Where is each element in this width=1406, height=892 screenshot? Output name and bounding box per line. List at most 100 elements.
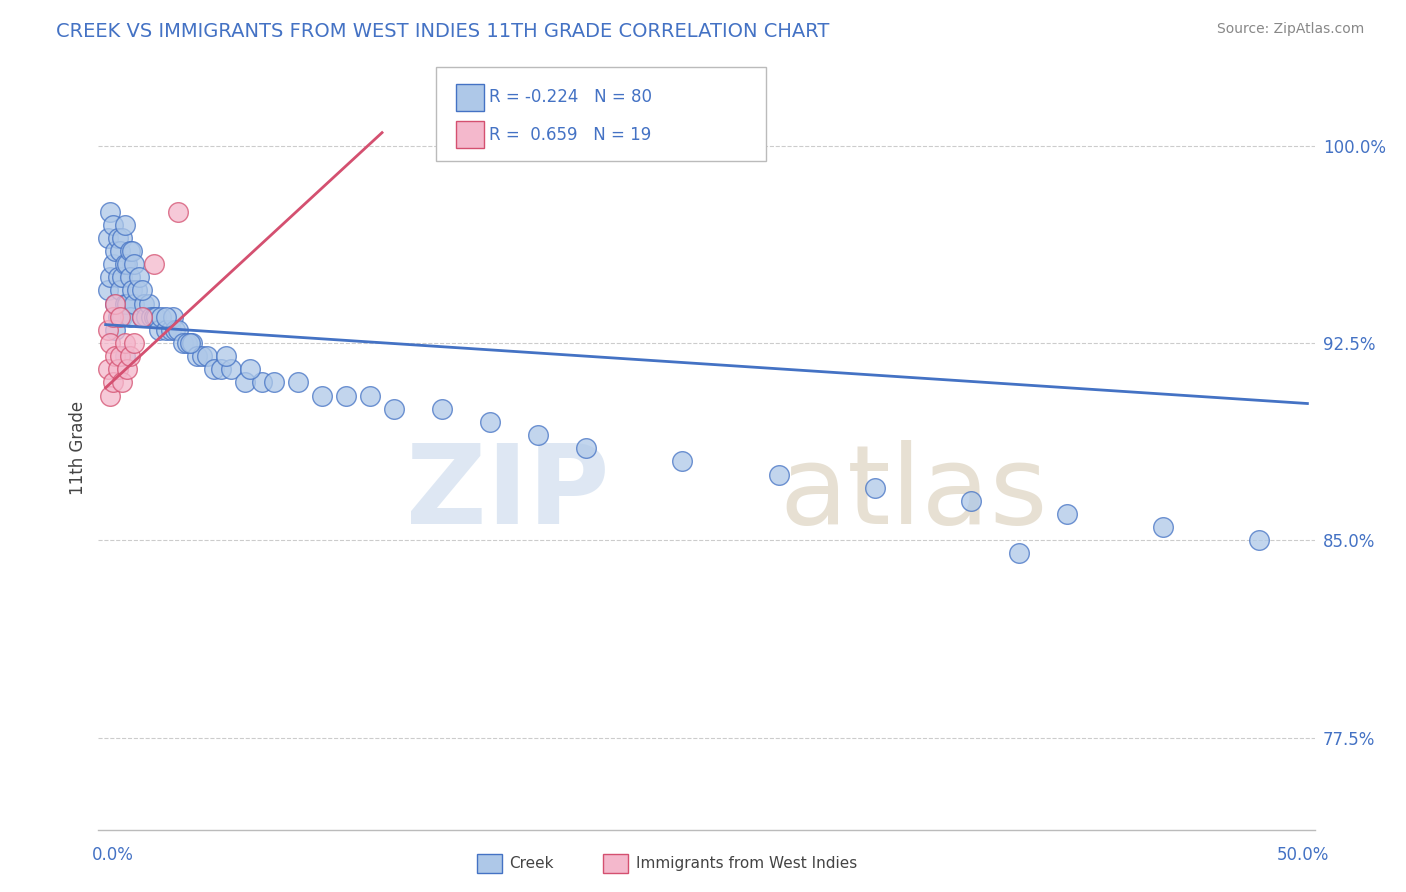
Point (263, 376, 285, 390)
Point (108, 310, 131, 324)
Point (114, 336, 136, 351)
Point (138, 296, 160, 310)
Point (671, 454, 693, 468)
Point (124, 257, 146, 271)
Point (960, 493, 983, 508)
Point (100, 270, 122, 285)
Point (166, 323, 188, 337)
Point (131, 310, 153, 324)
Point (111, 376, 134, 390)
Point (335, 389, 357, 403)
Point (186, 349, 208, 363)
Point (1249, 533, 1271, 548)
Point (195, 349, 218, 363)
Point (155, 323, 177, 337)
Point (97, 323, 120, 337)
Text: Immigrants from West Indies: Immigrants from West Indies (636, 856, 856, 871)
Point (104, 244, 127, 258)
Point (117, 362, 139, 376)
Point (117, 257, 139, 271)
Point (121, 284, 143, 298)
Text: Creek: Creek (509, 856, 554, 871)
Point (114, 349, 136, 363)
Point (125, 284, 148, 298)
Point (121, 244, 143, 258)
Point (108, 284, 131, 298)
Point (1008, 546, 1031, 560)
Point (124, 296, 146, 310)
Point (101, 257, 124, 271)
Point (100, 204, 122, 219)
Point (179, 336, 201, 351)
Point (287, 376, 309, 390)
Point (382, 401, 405, 416)
Point (101, 218, 124, 232)
Text: Source: ZipAtlas.com: Source: ZipAtlas.com (1216, 22, 1364, 37)
Point (104, 296, 127, 310)
Point (165, 323, 187, 337)
Point (359, 389, 381, 403)
Point (215, 349, 238, 363)
Point (209, 362, 232, 376)
Point (107, 310, 129, 324)
Point (142, 310, 165, 324)
Point (202, 362, 225, 376)
Point (100, 389, 122, 403)
Point (100, 336, 122, 351)
Point (1152, 520, 1174, 534)
Point (114, 296, 136, 310)
Text: 0.0%: 0.0% (91, 846, 134, 863)
Point (117, 296, 139, 310)
Point (142, 257, 165, 271)
Point (118, 270, 141, 285)
Point (104, 323, 127, 337)
Y-axis label: 11th Grade: 11th Grade (69, 401, 87, 495)
Text: atlas: atlas (779, 441, 1047, 548)
Text: ZIP: ZIP (406, 441, 609, 548)
Point (768, 467, 790, 482)
Point (97, 362, 120, 376)
Point (162, 310, 184, 324)
Point (141, 310, 163, 324)
Point (145, 310, 167, 324)
Point (101, 310, 124, 324)
Point (111, 270, 134, 285)
Point (575, 441, 598, 455)
Point (430, 401, 453, 416)
Point (131, 310, 153, 324)
Point (159, 323, 181, 337)
Point (250, 376, 273, 390)
Point (118, 349, 141, 363)
Point (135, 310, 157, 324)
Point (191, 349, 214, 363)
Point (172, 336, 194, 351)
Point (101, 376, 124, 390)
Point (128, 270, 150, 285)
Point (863, 481, 886, 495)
Point (108, 244, 131, 258)
Point (107, 270, 129, 285)
Point (97, 231, 120, 245)
Text: 50.0%: 50.0% (1277, 846, 1329, 863)
Point (107, 231, 129, 245)
Point (233, 376, 256, 390)
Point (166, 204, 188, 219)
Point (97, 284, 120, 298)
Point (181, 336, 204, 351)
Point (107, 362, 129, 376)
Point (108, 349, 131, 363)
Point (239, 362, 262, 376)
Point (527, 428, 550, 442)
Text: R =  0.659   N = 19: R = 0.659 N = 19 (489, 126, 651, 144)
Point (311, 389, 333, 403)
Point (155, 310, 177, 324)
Point (104, 349, 127, 363)
Point (176, 336, 198, 351)
Text: CREEK VS IMMIGRANTS FROM WEST INDIES 11TH GRADE CORRELATION CHART: CREEK VS IMMIGRANTS FROM WEST INDIES 11T… (56, 22, 830, 41)
Point (219, 362, 242, 376)
Point (114, 257, 136, 271)
Point (104, 296, 127, 310)
Point (118, 310, 141, 324)
Point (148, 323, 170, 337)
Point (111, 231, 134, 245)
